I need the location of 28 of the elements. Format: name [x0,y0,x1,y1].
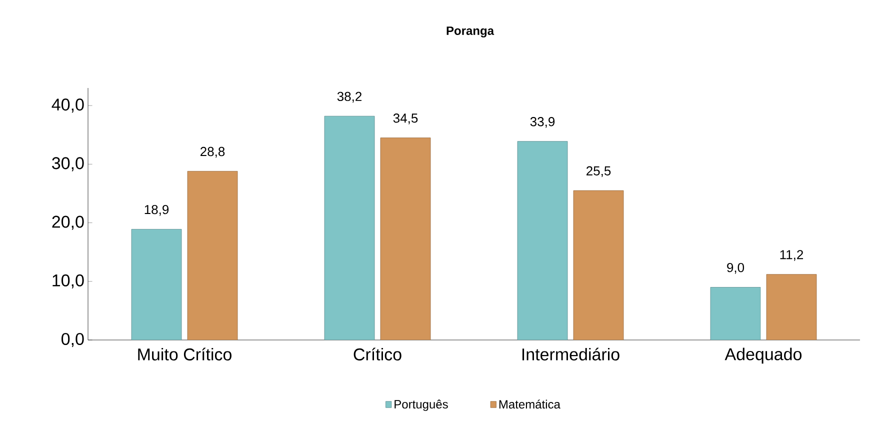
bar [517,141,568,340]
bar [710,287,761,340]
y-tick-label: 40,0 [52,98,84,113]
x-tick-label: Intermediário [522,348,620,360]
data-label: 38,2 [337,92,362,103]
bar [131,229,182,340]
data-label: 25,5 [586,166,611,178]
x-tick-label: Adequado [724,348,802,364]
data-label: 11,2 [780,250,804,261]
chart-title: Poranga [446,26,494,38]
bar [573,190,624,340]
x-tick-label: Muito Crítico [138,348,232,360]
x-tick-label: Crítico [354,348,402,360]
bar [324,116,375,340]
data-label: 18,9 [144,204,169,216]
bar [766,274,817,340]
data-label: 34,5 [393,114,418,124]
bar [380,138,431,340]
data-label: 9,0 [727,262,744,274]
bar [187,171,238,340]
legend-label: Português [394,400,448,411]
legend-label: Matemática [499,400,560,409]
y-tick-label: 0,0 [62,332,84,348]
data-label: 28,8 [200,146,225,158]
y-tick-label: 20,0 [52,216,84,230]
y-tick-label: 10,0 [52,274,84,288]
y-tick-label: 30,0 [52,157,84,172]
data-label: 33,9 [530,117,555,128]
